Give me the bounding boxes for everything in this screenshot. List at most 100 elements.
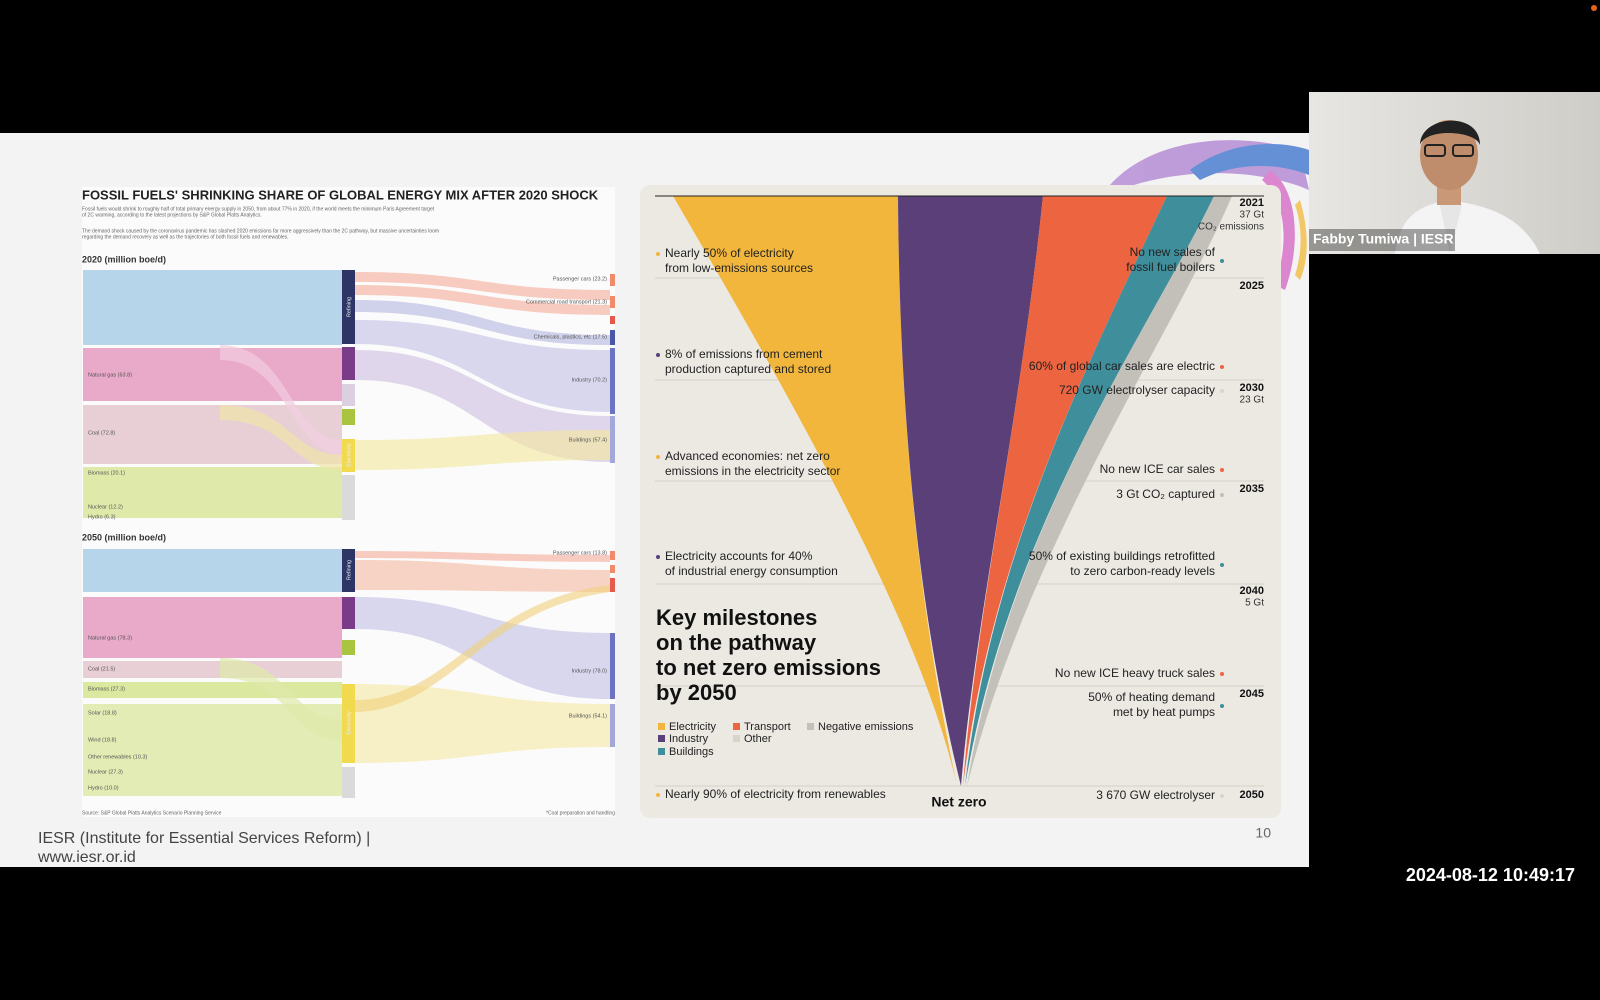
funnel-band: [898, 196, 1043, 786]
milestone-text: No new ICE heavy truck sales: [1055, 666, 1215, 680]
milestone-text: 50% of existing buildings retrofitted: [1029, 549, 1215, 563]
year-label: 2045: [1240, 688, 1264, 700]
panel-subtitle: of 2C warming, according to the latest p…: [82, 212, 262, 218]
participant-name: Fabby Tumiwa | IESR: [1313, 231, 1454, 247]
milestone-dot: [656, 555, 660, 559]
milestone-text: 50% of heating demand: [1088, 690, 1215, 704]
milestone-dot: [656, 793, 660, 797]
legend-label: Buildings: [669, 746, 714, 758]
year-note: 5 Gt: [1245, 598, 1264, 609]
legend-label: Negative emissions: [818, 721, 914, 733]
year-note: CO₂ emissions: [1198, 222, 1264, 233]
sankey-2050: [83, 549, 615, 798]
heading-line: by 2050: [656, 680, 737, 705]
milestone-text: Nearly 50% of electricity: [665, 246, 794, 260]
year-label: 2035: [1240, 483, 1264, 495]
sankey-2020: [83, 270, 615, 520]
sankey-label: Refining: [346, 297, 352, 317]
milestone-dot: [1220, 672, 1224, 676]
sankey-label: Other renewables (10.3): [88, 754, 147, 760]
milestone-dot: [1220, 563, 1224, 567]
legend-label: Electricity: [669, 721, 717, 733]
sankey-label: Industry (70.2): [572, 377, 608, 383]
milestone-dot: [1220, 365, 1224, 369]
milestone-dot: [1220, 794, 1224, 798]
legend-swatch: [658, 735, 665, 742]
milestone-dot: [1220, 259, 1224, 263]
milestone-dot: [1220, 704, 1224, 708]
funnel: [673, 196, 1232, 786]
panel-subtitle: Fossil fuels would shrink to roughly hal…: [82, 206, 435, 212]
section-label: 2020 (million boe/d): [82, 254, 166, 264]
net-zero-label: Net zero: [931, 794, 986, 810]
milestone-text: 3 670 GW electrolyser: [1096, 788, 1215, 802]
year-label: 2050: [1240, 789, 1264, 801]
page-number: 10: [1255, 825, 1271, 841]
year-note: 23 Gt: [1240, 395, 1265, 406]
sankey-label: Buildings (57.4): [569, 437, 607, 443]
sankey-label: Buildings (54.1): [569, 713, 607, 719]
sankey-label: Biomass (20.1): [88, 470, 125, 476]
sankey-label: Solar (18.8): [88, 710, 117, 716]
legend-swatch: [658, 723, 665, 730]
heading-line: Key milestones: [656, 605, 817, 630]
sankey-label: Natural gas (63.8): [88, 372, 132, 378]
milestone-text: 60% of global car sales are electric: [1029, 359, 1215, 373]
legend-label: Transport: [744, 721, 791, 733]
year-note: 37 Gt: [1240, 210, 1265, 221]
sankey-label: Industry (78.0): [572, 668, 608, 674]
milestone-dot: [1220, 468, 1224, 472]
sankey-label: Passenger cars (23.2): [553, 276, 607, 282]
milestone-text: No new ICE car sales: [1100, 462, 1215, 476]
panel-title: FOSSIL FUELS' SHRINKING SHARE OF GLOBAL …: [82, 187, 599, 202]
footer-website: www.iesr.or.id: [37, 849, 136, 866]
legend-swatch: [807, 723, 814, 730]
legend-swatch: [733, 723, 740, 730]
participant-video: Fabby Tumiwa | IESR: [1309, 5, 1600, 254]
funnel-band: [673, 196, 957, 786]
footnote: *Coal preparation and handling: [546, 810, 615, 816]
sankey-label: Wind (18.8): [88, 737, 117, 743]
milestone-text: of industrial energy consumption: [665, 564, 838, 578]
sankey-label: Coal (21.5): [88, 666, 115, 672]
milestone-dot: [656, 353, 660, 357]
year-label: 2030: [1240, 382, 1264, 394]
milestone-text: 3 Gt CO₂ captured: [1116, 487, 1215, 501]
sankey-label: Natural gas (78.3): [88, 635, 132, 641]
milestone-text: from low-emissions sources: [665, 261, 813, 275]
sankey-label: Electricity: [346, 443, 352, 467]
milestone-text: Advanced economies: net zero: [665, 449, 830, 463]
funnel-band: [963, 196, 1167, 786]
year-label: 2021: [1240, 197, 1264, 209]
sankey-label: Hydro (10.0): [88, 785, 119, 791]
milestone-text: emissions in the electricity sector: [665, 464, 840, 478]
sankey-label: Nuclear (27.3): [88, 769, 123, 775]
year-label: 2040: [1240, 585, 1264, 597]
sankey-labels: Natural gas (63.8) Coal (72.8) Biomass (20…: [88, 276, 607, 791]
milestone-dot: [656, 455, 660, 459]
sankey-label: Refining: [346, 560, 352, 580]
heading-line: to net zero emissions: [656, 655, 881, 680]
milestone-dot: [1220, 389, 1224, 393]
slide-decoration: [1110, 140, 1309, 290]
panel-subtitle: regarding the demand recovery as well as…: [82, 234, 289, 240]
source-note: Source: S&P Global Platts Analytics Scen…: [82, 810, 222, 816]
legend-swatch: [658, 748, 665, 755]
milestone-text: Nearly 90% of electricity from renewable…: [665, 787, 886, 801]
milestone-text: production captured and stored: [665, 362, 831, 376]
legend-label: Industry: [669, 733, 709, 745]
sankey-label: Nuclear (12.2): [88, 504, 123, 510]
legend-swatch: [733, 735, 740, 742]
section-label: 2050 (million boe/d): [82, 532, 166, 542]
sankey-label: Biomass (27.3): [88, 686, 125, 692]
year-label: 2025: [1240, 280, 1264, 292]
milestone-text: 720 GW electrolyser capacity: [1059, 383, 1215, 397]
sankey-label: Commercial road transport (21.3): [526, 299, 607, 305]
sankey-label: Hydro (6.3): [88, 514, 116, 520]
milestone-dot: [656, 252, 660, 256]
legend-label: Other: [744, 733, 772, 745]
